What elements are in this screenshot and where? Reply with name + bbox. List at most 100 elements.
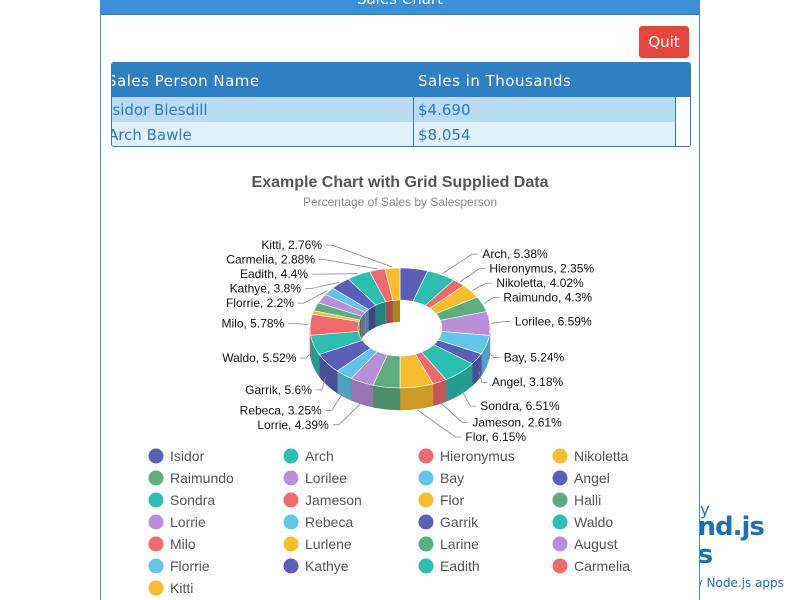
data-label-lorilee: Lorilee, 6.59% <box>515 315 592 329</box>
label-leader-lorrie <box>332 403 362 426</box>
data-label-garrik: Garrik, 5.6% <box>245 383 312 397</box>
window-titlebar: Sales Chart <box>101 0 699 15</box>
data-label-arch: Arch, 5.38% <box>482 247 548 261</box>
label-leader-bay <box>487 351 500 358</box>
table-row[interactable]: Isidor Blesdill $4.690 <box>112 97 676 122</box>
legend-label: Flor <box>440 492 464 508</box>
legend-item-arch[interactable]: Arch <box>283 448 334 464</box>
label-leader-angel <box>478 370 488 383</box>
legend-item-lorrie[interactable]: Lorrie <box>148 514 207 530</box>
legend-item-eadith[interactable]: Eadith <box>418 558 480 574</box>
chart-title: Example Chart with Grid Supplied Data <box>252 174 549 191</box>
legend-swatch <box>148 492 164 508</box>
legend-item-rebeca[interactable]: Rebeca <box>283 514 354 530</box>
data-labels: Arch, 5.38%Hieronymus, 2.35%Nikoletta, 4… <box>222 238 595 444</box>
cell-sales[interactable]: $4.690 <box>418 101 471 119</box>
legend-label: Hieronymus <box>440 448 515 464</box>
app-window: Sales Chart Quit Sales Person Name Sales… <box>100 0 700 600</box>
legend-item-waldo[interactable]: Waldo <box>552 514 614 530</box>
cell-sales[interactable]: $8.054 <box>418 126 471 144</box>
label-leader-nikoletta <box>472 282 493 291</box>
legend-item-milo[interactable]: Milo <box>148 536 196 552</box>
data-label-raimundo: Raimundo, 4.3% <box>503 291 592 305</box>
legend-label: Garrik <box>440 514 479 530</box>
legend-swatch <box>148 536 164 552</box>
grid-header: Sales Person Name Sales in Thousands <box>112 63 690 97</box>
legend-label: Eadith <box>440 558 480 574</box>
legend-item-angel[interactable]: Angel <box>552 470 610 486</box>
legend-swatch <box>418 448 434 464</box>
legend-item-nikoletta[interactable]: Nikoletta <box>552 448 629 464</box>
slice-inner-larine <box>359 316 362 342</box>
legend-item-sondra[interactable]: Sondra <box>148 492 216 508</box>
quit-button[interactable]: Quit <box>639 26 689 58</box>
legend-item-lorilee[interactable]: Lorilee <box>283 470 348 486</box>
legend-item-larine[interactable]: Larine <box>418 536 480 552</box>
legend-item-florrie[interactable]: Florrie <box>148 558 210 574</box>
slice-inner-eadith <box>375 301 386 328</box>
legend-item-garrik[interactable]: Garrik <box>418 514 480 530</box>
data-label-jameson: Jameson, 2.61% <box>472 415 562 429</box>
legend-item-carmelia[interactable]: Carmelia <box>552 558 631 574</box>
legend-item-hieronymus[interactable]: Hieronymus <box>418 448 515 464</box>
legend-label: Angel <box>574 470 610 486</box>
legend-item-raimundo[interactable]: Raimundo <box>148 470 235 486</box>
legend-label: Arch <box>305 448 334 464</box>
legend-swatch <box>283 448 299 464</box>
legend-item-flor[interactable]: Flor <box>418 492 465 508</box>
legend-label: Halli <box>574 492 601 508</box>
legend-swatch <box>552 514 568 530</box>
label-leader-flor <box>416 409 462 438</box>
legend-label: Lurlene <box>305 536 352 552</box>
data-label-nikoletta: Nikoletta, 4.02% <box>496 276 584 290</box>
legend-item-halli[interactable]: Halli <box>552 492 602 508</box>
legend-item-jameson[interactable]: Jameson <box>283 492 362 508</box>
label-leader-arch <box>442 253 479 274</box>
data-label-kitti: Kitti, 2.76% <box>261 238 322 252</box>
legend-item-lurlene[interactable]: Lurlene <box>283 536 352 552</box>
legend-swatch <box>148 580 164 596</box>
legend-swatch <box>283 470 299 486</box>
data-label-milo: Milo, 5.78% <box>222 316 285 330</box>
legend-item-kitti[interactable]: Kitti <box>148 580 194 596</box>
legend-item-bay[interactable]: Bay <box>418 470 465 486</box>
label-leader-hieronymus <box>459 268 486 283</box>
legend-item-kathye[interactable]: Kathye <box>283 558 349 574</box>
legend-item-august[interactable]: August <box>552 536 618 552</box>
data-label-waldo: Waldo, 5.52% <box>222 351 297 365</box>
legend-label: Sondra <box>170 492 215 508</box>
data-label-angel: Angel, 3.18% <box>492 375 564 389</box>
legend-swatch <box>148 558 164 574</box>
label-leader-kitti <box>326 244 393 268</box>
scrollbar-divider <box>675 97 676 146</box>
cell-name[interactable]: Arch Bawle <box>111 126 192 144</box>
legend-label: Kathye <box>305 558 349 574</box>
slice-kitti[interactable] <box>384 267 401 301</box>
label-leader-milo <box>288 322 309 326</box>
cell-name[interactable]: Isidor Blesdill <box>111 101 208 119</box>
legend-swatch <box>283 492 299 508</box>
label-leader-garrik <box>315 376 327 391</box>
slice-side-halli[interactable] <box>372 384 401 411</box>
label-leader-raimundo <box>484 297 500 305</box>
legend-item-isidor[interactable]: Isidor <box>148 448 205 464</box>
slice-inner-carmelia <box>385 300 393 324</box>
legend-swatch <box>552 448 568 464</box>
legend-swatch <box>283 514 299 530</box>
donut-sides <box>309 327 491 411</box>
legend-label: Lorilee <box>305 470 347 486</box>
legend-label: Larine <box>440 536 479 552</box>
column-header-sales[interactable]: Sales in Thousands <box>418 72 572 90</box>
grid-scrollbar[interactable] <box>676 97 690 146</box>
column-header-name[interactable]: Sales Person Name <box>111 72 260 90</box>
data-label-carmelia: Carmelia, 2.88% <box>226 253 315 267</box>
data-label-rebeca: Rebeca, 3.25% <box>240 403 322 417</box>
slice-inner-kitti <box>392 300 400 323</box>
label-leader-florrie <box>298 290 328 304</box>
table-row[interactable]: Arch Bawle $8.054 <box>111 122 676 146</box>
label-leader-carmelia <box>319 259 377 270</box>
legend-label: August <box>574 536 618 552</box>
donut-top <box>309 267 491 389</box>
slice-inner-florrie <box>365 309 369 335</box>
chart-subtitle: Percentage of Sales by Salesperson <box>303 195 497 209</box>
